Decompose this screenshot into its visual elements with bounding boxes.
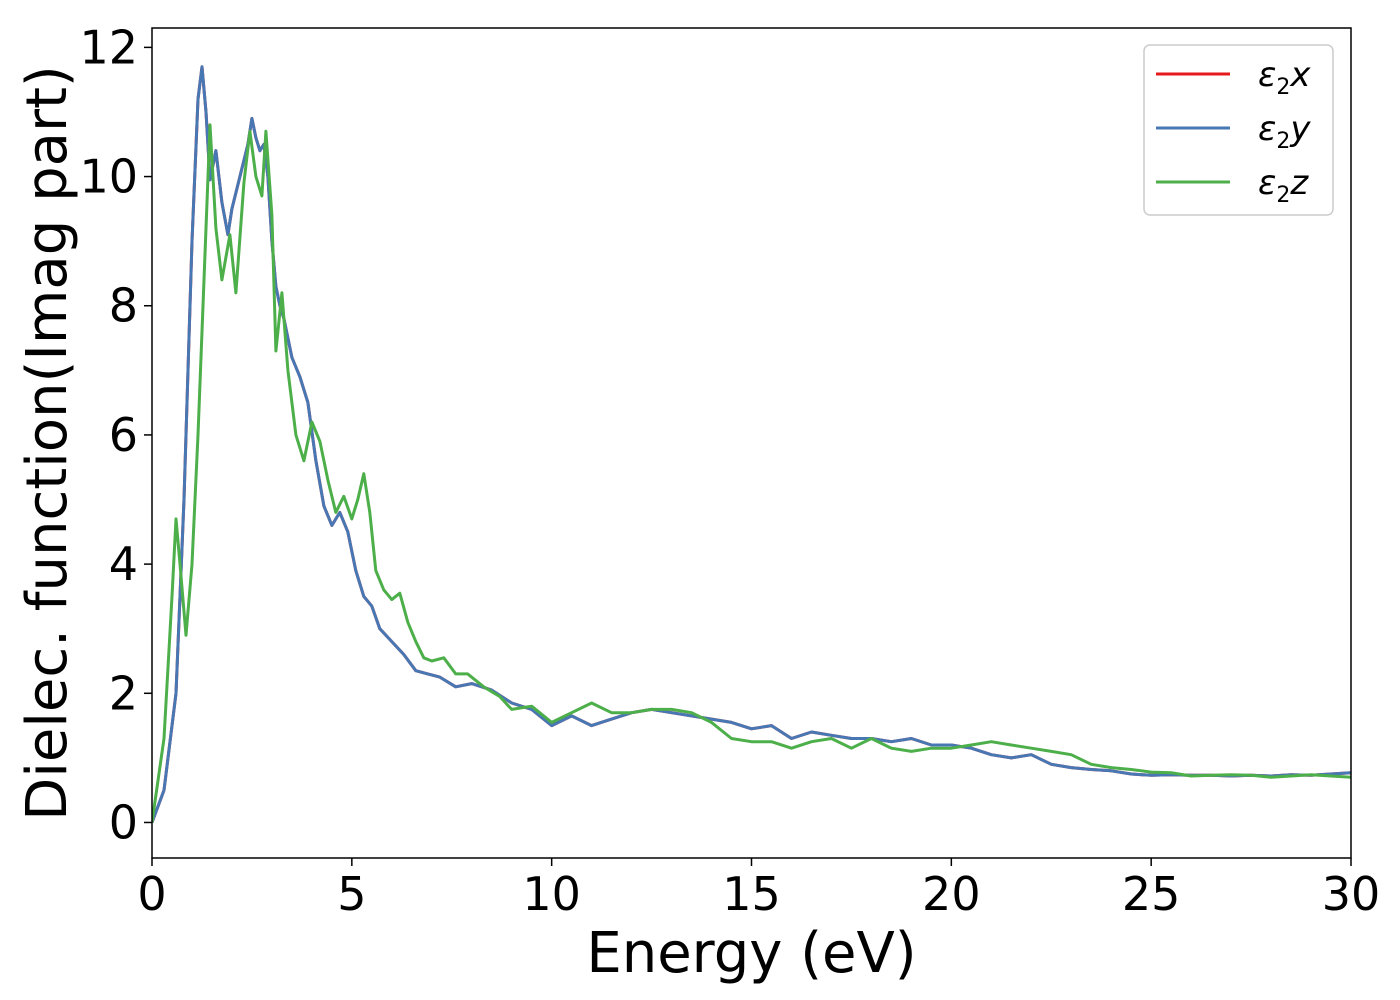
y-tick-label: 2 xyxy=(109,666,138,720)
y-tick-label: 8 xyxy=(109,279,138,333)
x-axis-label: Energy (eV) xyxy=(586,921,916,986)
x-tick-label: 15 xyxy=(722,867,781,921)
x-tick-label: 25 xyxy=(1122,867,1181,921)
legend-label-z: ε2z xyxy=(1258,163,1309,208)
legend-box xyxy=(1143,44,1334,216)
legend-label-x: ε2x xyxy=(1258,55,1311,100)
legend-label-y: ε2y xyxy=(1258,109,1311,154)
y-tick-label: 10 xyxy=(79,150,138,204)
x-axis-ticks: 0 5 10 15 20 25 30 xyxy=(137,858,1380,921)
x-tick-label: 20 xyxy=(922,867,981,921)
y-tick-label: 6 xyxy=(109,408,138,462)
legend-series-letter: x xyxy=(1289,55,1311,95)
series-line-z xyxy=(152,123,1351,823)
y-tick-label: 12 xyxy=(79,20,138,74)
legend-series-letter: z xyxy=(1289,163,1309,203)
legend: ε2x ε2y ε2z xyxy=(1143,44,1334,216)
legend-series-letter: y xyxy=(1289,109,1311,149)
x-tick-label: 5 xyxy=(337,867,366,921)
y-axis-ticks: 0 2 4 6 8 10 12 xyxy=(79,20,152,849)
y-tick-label: 0 xyxy=(109,795,138,849)
x-tick-label: 30 xyxy=(1322,867,1381,921)
series-layer xyxy=(152,65,1351,824)
x-tick-label: 0 xyxy=(137,867,166,921)
y-tick-label: 4 xyxy=(109,537,138,591)
y-axis-label: Dielec. function(Imag part) xyxy=(15,65,80,821)
x-tick-label: 10 xyxy=(522,867,581,921)
